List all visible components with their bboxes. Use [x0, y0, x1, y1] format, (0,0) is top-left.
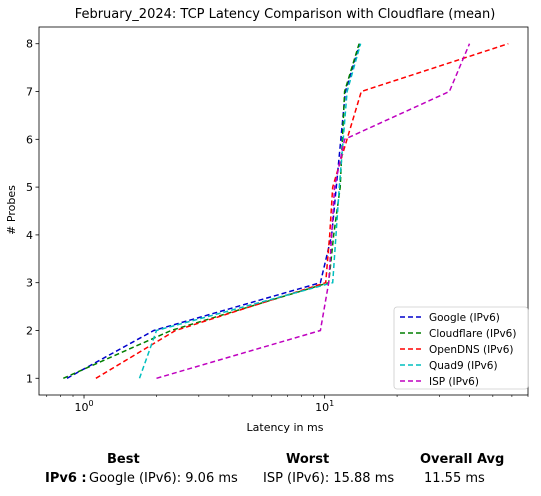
- best-heading: Best: [107, 452, 140, 467]
- y-tick-label: 1: [26, 372, 33, 385]
- worst-heading: Worst: [286, 452, 330, 467]
- series-line-4: [156, 43, 471, 380]
- y-tick-label: 7: [26, 86, 33, 99]
- x-axis-label: Latency in ms: [247, 421, 324, 434]
- series-line-3: [138, 43, 362, 379]
- plot-area: 1 2 3 4 5 6 7 8 100 101: [26, 26, 529, 414]
- x-tick-label: 100: [74, 399, 93, 414]
- legend: Google (IPv6) Cloudflare (IPv6) OpenDNS (I…: [393, 306, 529, 390]
- best-value: Google (IPv6): 9.06 ms: [89, 471, 238, 486]
- series-line-2: [95, 42, 509, 379]
- legend-label: Quad9 (IPv6): [429, 360, 498, 372]
- worst-value: ISP (IPv6): 15.88 ms: [263, 471, 395, 486]
- legend-label: Google (IPv6): [429, 312, 500, 324]
- legend-label: ISP (IPv6): [429, 376, 479, 388]
- y-tick-label: 6: [26, 133, 33, 146]
- y-axis-label: # Probes: [5, 185, 18, 235]
- y-tick-label: 4: [26, 229, 33, 242]
- y-tick-label: 2: [26, 324, 33, 337]
- row-label: IPv6 :: [45, 471, 87, 486]
- series-line-0: [66, 43, 361, 379]
- avg-heading: Overall Avg: [420, 452, 505, 467]
- plot-frame: [38, 26, 529, 396]
- legend-box: [393, 306, 529, 390]
- y-tick-label: 8: [26, 38, 33, 51]
- legend-label: Cloudflare (IPv6): [429, 328, 516, 340]
- chart-title: February_2024: TCP Latency Comparison wi…: [75, 7, 496, 22]
- legend-label: OpenDNS (IPv6): [429, 344, 514, 356]
- avg-value: 11.55 ms: [424, 471, 485, 486]
- latency-chart: February_2024: TCP Latency Comparison wi…: [5, 7, 529, 434]
- y-tick-label: 5: [26, 181, 33, 194]
- y-tick-label: 3: [26, 277, 33, 290]
- x-tick-label: 101: [315, 399, 334, 414]
- series-line-1: [62, 43, 360, 379]
